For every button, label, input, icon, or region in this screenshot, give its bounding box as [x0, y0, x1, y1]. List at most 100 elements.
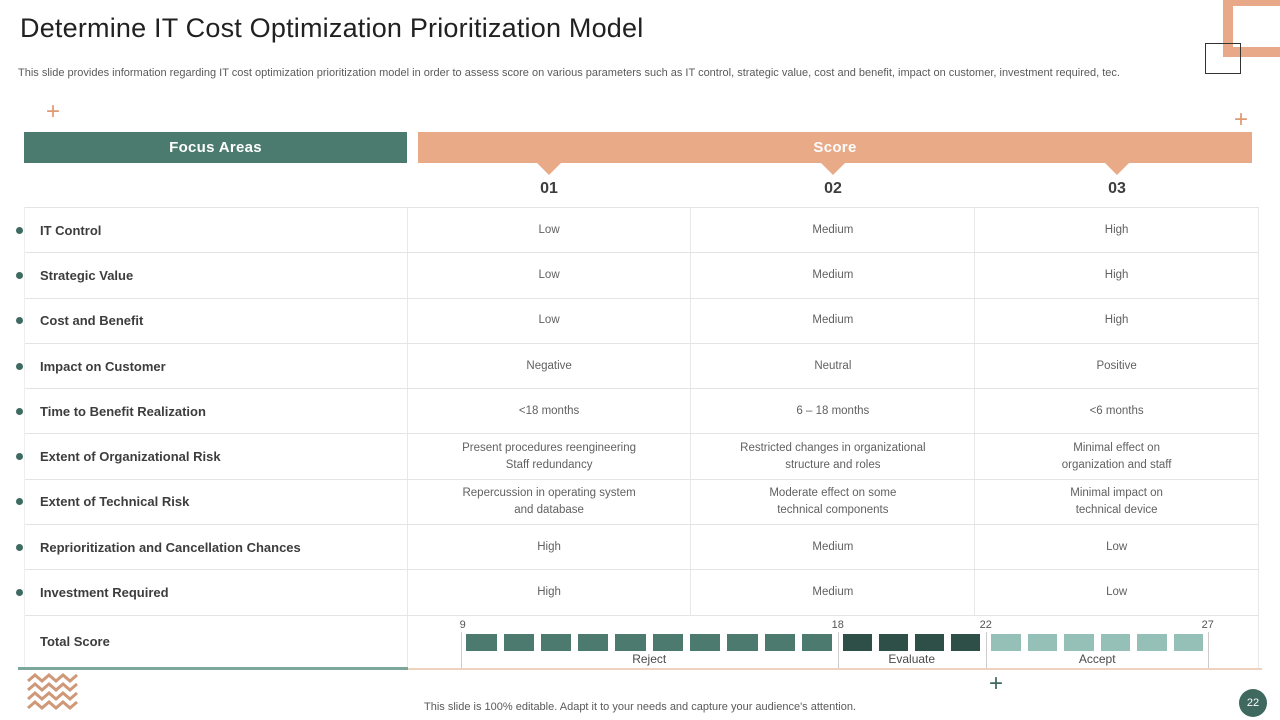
plus-icon: + — [46, 98, 61, 125]
tick-line — [460, 631, 462, 668]
score-segment — [1027, 633, 1058, 651]
score-header: Score — [418, 132, 1252, 163]
zone-label: Reject — [632, 651, 667, 666]
prioritization-table: IT Control Low Medium High Strategic Val… — [16, 207, 1259, 668]
row-label-cell: Cost and Benefit — [16, 298, 408, 343]
arrow-down-icon — [821, 163, 845, 175]
score-segment — [652, 633, 683, 651]
tick-label-18: 18 — [831, 618, 844, 631]
row-label: Investment Required — [40, 585, 169, 601]
tick-label-27: 27 — [1201, 618, 1214, 631]
arrow-down-icon — [537, 163, 561, 175]
scale-zone-evaluate: Evaluate — [838, 633, 986, 666]
bullet-icon — [16, 317, 23, 325]
tick-line — [985, 631, 987, 668]
cell-score-02: Neutral — [691, 343, 976, 389]
cell-score-01: High — [408, 570, 692, 615]
cell-score-03: Low — [975, 570, 1259, 615]
cell-score-01: Negative — [408, 343, 692, 389]
table-row: Extent of Technical Risk Repercussion in… — [16, 478, 1259, 525]
table-row: Reprioritization and Cancellation Chance… — [16, 524, 1259, 570]
row-label-cell: Extent of Organizational Risk — [16, 434, 408, 479]
score-segment — [1064, 633, 1094, 651]
segment-strip — [461, 633, 838, 651]
segment-strip — [838, 633, 986, 651]
score-segment — [1173, 633, 1204, 651]
cell-score-02: Medium — [691, 253, 976, 298]
cell-score-02: Medium — [691, 208, 976, 253]
cell-score-03: High — [975, 298, 1259, 343]
scale-zone-reject: Reject — [461, 633, 838, 666]
row-label: Reprioritization and Cancellation Chance… — [40, 539, 301, 555]
salmon-square-decoration — [1223, 0, 1280, 57]
row-label: Time to Benefit Realization — [40, 403, 206, 419]
row-label: Impact on Customer — [40, 358, 166, 374]
cell-score-02: 6 – 18 months — [691, 389, 976, 434]
row-label-cell: Extent of Technical Risk — [16, 479, 408, 525]
bullet-icon — [16, 589, 23, 597]
score-level-03: 03 — [1108, 180, 1126, 197]
cell-score-02: Restricted changes in organizational str… — [691, 434, 976, 479]
total-score-row: Total Score 9 18 22 27 Reject — [25, 614, 1259, 668]
row-label-cell: Impact on Customer — [16, 343, 408, 389]
bullet-icon — [16, 271, 23, 279]
total-score-scale: 9 18 22 27 Reject Evaluate — [460, 618, 1214, 668]
zone-label: Evaluate — [888, 651, 936, 666]
row-label-cell: IT Control — [16, 208, 408, 253]
cell-score-03: Minimal impact on technical device — [975, 479, 1259, 525]
table-row: IT Control Low Medium High — [16, 207, 1259, 253]
plus-icon: + — [989, 670, 1004, 697]
row-label: Extent of Technical Risk — [40, 494, 190, 510]
arrow-down-icon — [1105, 163, 1129, 175]
scale-zones: Reject Evaluate Accept — [461, 633, 1209, 666]
plus-icon: + — [1234, 106, 1249, 133]
tick-label-22: 22 — [979, 618, 992, 631]
cell-score-01: Present procedures reengineering Staff r… — [408, 434, 692, 479]
score-level-01: 01 — [540, 180, 558, 197]
outline-square-decoration — [1205, 43, 1241, 74]
cell-score-01: Repercussion in operating system and dat… — [408, 479, 692, 525]
table-row: Extent of Organizational Risk Present pr… — [16, 433, 1259, 479]
table-row: Time to Benefit Realization <18 months 6… — [16, 388, 1259, 434]
tick-line — [837, 631, 839, 668]
bullet-icon — [16, 362, 23, 370]
score-segment — [991, 633, 1021, 651]
footer-note: This slide is 100% editable. Adapt it to… — [424, 701, 856, 713]
score-segment — [503, 633, 534, 651]
score-segment — [915, 633, 945, 651]
cell-score-03: Minimal effect on organization and staff — [975, 434, 1259, 479]
cell-score-02: Medium — [691, 525, 976, 570]
table-bottom-accent-tan — [408, 668, 1262, 670]
total-score-label: Total Score — [40, 634, 110, 650]
slide-subtitle: This slide provides information regardin… — [18, 67, 1120, 79]
cell-score-01: Low — [408, 253, 692, 298]
cell-score-02: Medium — [691, 298, 976, 343]
row-label-cell: Strategic Value — [16, 253, 408, 298]
page-number-badge: 22 — [1239, 689, 1267, 717]
bullet-icon — [16, 498, 23, 506]
score-segment — [1100, 633, 1131, 651]
score-level-02: 02 — [824, 180, 842, 197]
table-row: Cost and Benefit Low Medium High — [16, 297, 1259, 343]
score-segment — [801, 633, 833, 651]
segment-strip — [986, 633, 1209, 651]
score-segment — [689, 633, 721, 651]
table-row: Strategic Value Low Medium High — [16, 252, 1259, 298]
row-label-cell: Total Score — [25, 615, 408, 668]
score-segment — [727, 633, 758, 651]
row-label-cell: Time to Benefit Realization — [16, 389, 408, 434]
score-segment — [951, 633, 981, 651]
cell-score-03: High — [975, 208, 1259, 253]
bullet-icon — [16, 407, 23, 415]
tick-line — [1207, 631, 1209, 668]
cell-score-01: Low — [408, 208, 692, 253]
page-title: Determine IT Cost Optimization Prioritiz… — [20, 13, 644, 43]
row-label: IT Control — [40, 222, 102, 238]
score-segment — [843, 633, 873, 651]
cell-score-02: Moderate effect on some technical compon… — [691, 479, 976, 525]
score-segment — [1137, 633, 1167, 651]
score-segment — [578, 633, 609, 651]
zone-label: Accept — [1078, 651, 1116, 666]
scale-zone-accept: Accept — [986, 633, 1209, 666]
